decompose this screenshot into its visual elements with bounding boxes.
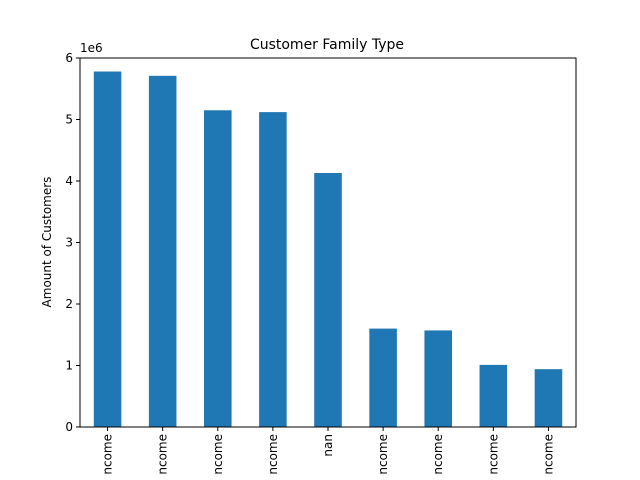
- y-tick-label-1: 1: [65, 359, 73, 373]
- x-tick-label-7: ncome: [486, 434, 500, 475]
- x-tick-label-3: ncome: [266, 434, 280, 475]
- y-tick-label-5: 5: [65, 113, 73, 127]
- bar-7: [479, 364, 508, 427]
- bar-1: [148, 75, 177, 427]
- y-axis-label: Amount of Customers: [40, 177, 54, 308]
- y-tick-label-6: 6: [65, 51, 73, 65]
- bar-8: [534, 369, 563, 427]
- x-tick-label-0: ncome: [101, 434, 115, 475]
- x-tick-label-5: ncome: [376, 434, 390, 475]
- chart-title: Customer Family Type: [250, 37, 404, 53]
- plot-frame: [79, 57, 577, 428]
- bars-group: [93, 71, 563, 428]
- bar-3: [259, 112, 287, 428]
- x-tick-label-1: ncome: [156, 434, 170, 475]
- x-tick-label-6: ncome: [431, 434, 445, 475]
- bar-2: [204, 110, 232, 427]
- y-axis: 0 1 2 3 4 5 6: [65, 51, 80, 434]
- y-offset-label: 1e6: [80, 41, 103, 55]
- x-tick-label-2: ncome: [211, 434, 225, 475]
- y-tick-label-2: 2: [65, 297, 73, 311]
- bar-0: [93, 71, 122, 427]
- bar-5: [369, 328, 397, 427]
- y-tick-label-3: 3: [65, 236, 73, 250]
- x-tick-label-4: nan: [321, 434, 335, 457]
- x-tick-label-8: ncome: [541, 434, 555, 475]
- x-axis: ncome ncome ncome ncome nan ncome ncome ncome nc…: [101, 427, 555, 475]
- bar-6: [424, 330, 452, 427]
- y-tick-label-0: 0: [65, 420, 73, 434]
- y-tick-label-4: 4: [65, 174, 73, 188]
- bar-4: [314, 173, 342, 427]
